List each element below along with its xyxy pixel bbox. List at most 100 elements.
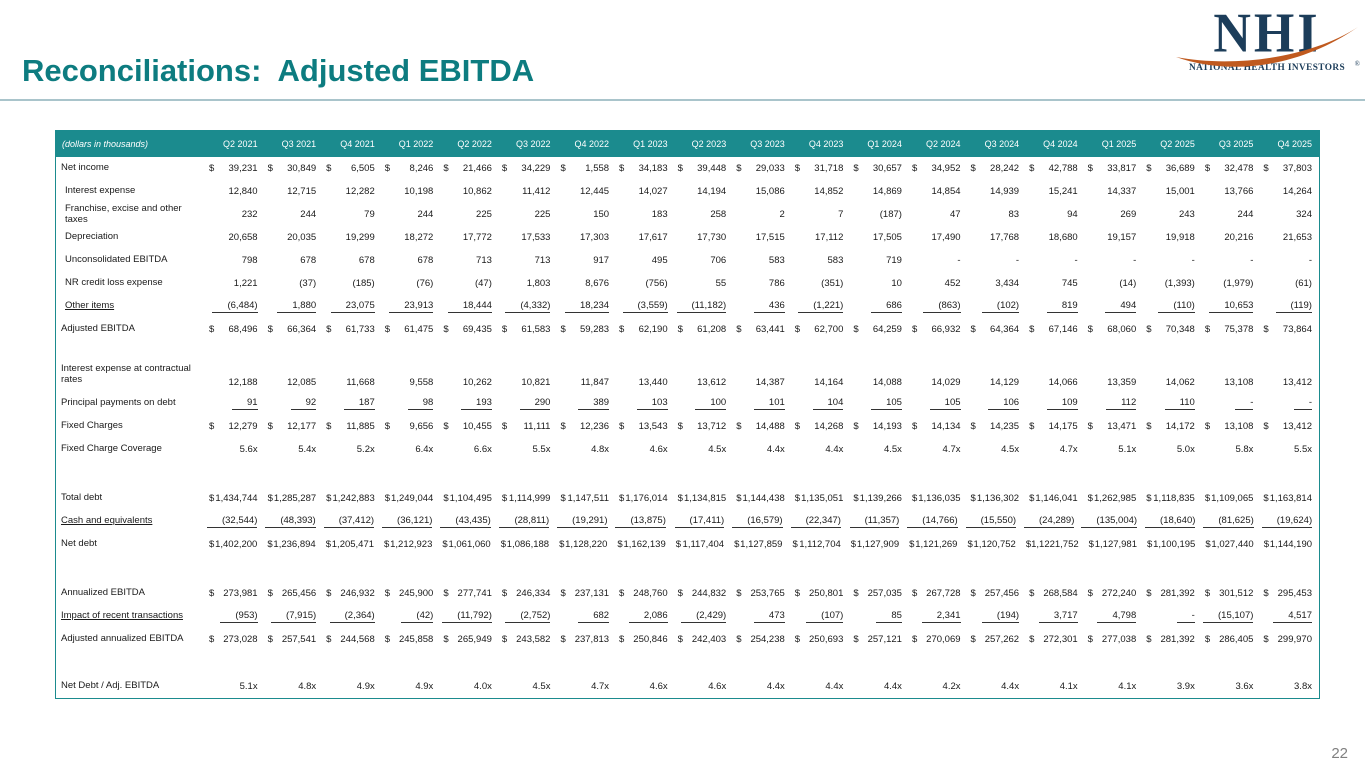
table-cell: $1,139,266 [853,493,902,504]
table-cell: $13,108 [1204,421,1254,432]
table-cell: $270,069 [911,634,961,645]
table-cell: (6,484) [206,295,265,318]
table-cell: 3,434 [995,278,1020,289]
table-cell: 10 [891,278,902,289]
table-cell: (4,332) [499,295,558,318]
table-cell: $1,212,923 [384,539,433,550]
table-cell: 104 [792,392,851,415]
table-cell: 269 [1120,209,1137,220]
table-cell: - [1308,255,1312,266]
table-cell: $257,262 [970,634,1020,645]
table-cell: $1,118,835 [1146,493,1195,504]
table-cell: (19,624) [1261,510,1319,533]
table-cell: 112 [1085,392,1144,415]
table-cell: $1,147,511 [560,493,610,504]
table-cell: $1,086,188 [500,539,550,550]
table-cell: $61,733 [326,324,375,335]
table-cell: 10,821 [521,377,551,388]
table-cell: $30,657 [853,163,902,174]
row-label: Fixed Charge Coverage [61,443,162,455]
table-row: Fixed Charge Coverage 5.6x 5.4x 5.2x 6.4x 6.6… [56,438,1319,461]
table-cell: $10,455 [443,421,492,432]
table-cell: 4.8x [298,681,317,692]
table-cell: (7,915) [265,605,324,628]
table-cell: 14,164 [814,377,844,388]
table-cell: 17,515 [755,232,785,243]
table-cell: 187 [323,392,382,415]
table-cell: 682 [557,605,616,628]
table-cell: $75,378 [1204,324,1254,335]
table-cell: 225 [534,209,551,220]
table-cell: 495 [651,255,668,266]
table-cell: $281,392 [1146,588,1195,599]
table-cell: - [1143,605,1202,628]
table-cell: $243,582 [501,634,551,645]
row-label: Interest expense [65,185,136,197]
title-divider [0,99,1365,101]
table-cell: (32,544) [206,510,264,533]
table-cell: 583 [768,255,785,266]
table-cell: 14,869 [872,186,902,197]
table-cell: $1,127,859 [734,539,783,550]
table-cell: $1,146,041 [1029,493,1078,504]
table-cell: 12,840 [228,186,258,197]
table-cell: 23,075 [323,295,382,318]
table-cell: (194) [968,605,1027,628]
table-cell: (187) [879,209,902,220]
table-cell: 4.6x [649,444,668,455]
table-cell: $301,512 [1204,588,1254,599]
table-cell: 19,918 [1165,232,1195,243]
table-cell: (2,429) [675,605,734,628]
table-cell: $1,120,752 [967,539,1016,550]
row-label: Adjusted annualized EBITDA [61,633,184,645]
table-cell: $39,231 [209,163,258,174]
table-cell: $257,541 [267,634,317,645]
table-cell: $1,162,139 [617,539,666,550]
column-header: Q4 2023 [808,139,844,149]
table-cell: $1,205,471 [325,539,375,550]
table-cell: (107) [792,605,851,628]
table-cell: $244,568 [326,634,375,645]
table-cell: (17,411) [673,510,731,533]
row-spacer [56,651,1319,675]
table-cell: 5.0x [1176,444,1195,455]
table-cell: $14,268 [794,421,844,432]
table-cell: $273,981 [209,588,258,599]
table-cell: 11,847 [580,377,610,388]
table-cell: 19,299 [345,232,375,243]
table-cell: (1,221) [792,295,851,318]
table-cell: 109 [1026,392,1085,415]
table-cell: $14,172 [1146,421,1195,432]
table-cell: 17,772 [462,232,492,243]
table-cell: - [1260,392,1319,415]
table-cell: $1,100,195 [1147,539,1196,550]
table-cell: $14,193 [853,421,902,432]
table-cell: $242,403 [677,634,727,645]
table-cell: $1,117,404 [675,539,725,550]
table-cell: (351) [821,278,844,289]
table-cell: $257,035 [853,588,902,599]
table-cell: (3,559) [616,295,675,318]
table-cell: 13,766 [1224,186,1254,197]
table-cell: 12,188 [228,377,258,388]
column-header: Q3 2023 [750,139,785,149]
table-cell: $9,656 [384,421,434,432]
table-cell: 4.1x [1118,681,1137,692]
table-row: Franchise, excise and other taxes 232 244 7… [56,203,1319,226]
column-header: Q4 2025 [1277,139,1312,149]
table-cell: 17,112 [815,232,844,243]
table-cell: 18,444 [440,295,499,318]
table-cell: 10,862 [462,186,492,197]
table-row: NR credit loss expense 1,221 (37) (185) (76)… [56,272,1319,295]
table-cell: 11,668 [346,377,375,388]
table-cell: 436 [733,295,792,318]
table-cell: 5.1x [1118,444,1137,455]
table-cell: $37,803 [1263,163,1312,174]
table-cell: 13,440 [638,377,668,388]
table-cell: 14,129 [990,377,1020,388]
table-cell: 18,272 [404,232,434,243]
table-cell: $267,728 [911,588,961,599]
table-cell: (102) [968,295,1027,318]
table-cell: 4.5x [1001,444,1020,455]
table-cell: 3.6x [1235,681,1254,692]
